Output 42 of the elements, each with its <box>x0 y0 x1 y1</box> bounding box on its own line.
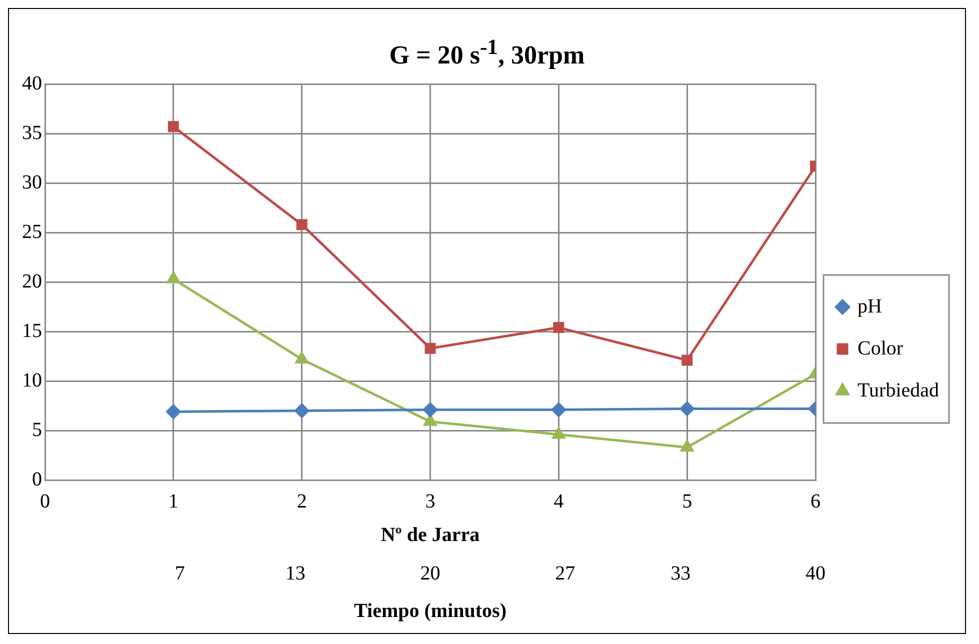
y-tick-label: 30 <box>22 171 42 194</box>
legend-label: Turbiedad <box>858 379 939 402</box>
point <box>166 404 181 419</box>
point <box>552 427 566 439</box>
x-tick-label: 1 <box>168 490 178 512</box>
point <box>680 401 694 416</box>
x-tick-label: 2 <box>296 490 307 512</box>
y-tick-label: 10 <box>22 369 42 392</box>
x-tick-label: 4 <box>554 490 564 512</box>
x2-tick-label: 27 <box>555 562 576 584</box>
legend-label: Color <box>858 337 904 360</box>
x-tick-label: 5 <box>682 490 692 512</box>
x2-tick-label: 40 <box>806 562 826 584</box>
y-tick-label: 15 <box>22 320 42 342</box>
point <box>680 440 694 452</box>
point <box>294 403 310 418</box>
point <box>424 414 437 426</box>
x-tick-label: 3 <box>425 490 436 512</box>
point <box>295 352 308 364</box>
x2-tick-label: 13 <box>285 562 306 584</box>
x-tick-label: 6 <box>810 490 821 512</box>
y-tick-label: 5 <box>32 418 42 441</box>
x2-axis-title: Tiempo (minutos) <box>354 600 506 622</box>
legend-label: pH <box>858 295 882 318</box>
x2-tick-label: 33 <box>670 562 691 584</box>
x2-tick-label: 7 <box>174 562 185 584</box>
point <box>553 322 564 334</box>
y-tick-label: 20 <box>22 270 42 292</box>
point <box>551 402 566 417</box>
point <box>424 342 436 354</box>
y-tick-label: 25 <box>22 220 42 243</box>
point <box>166 272 180 284</box>
point <box>296 219 308 230</box>
y-tick-label: 35 <box>22 122 42 144</box>
point <box>682 354 693 366</box>
y-tick-label: 0 <box>32 468 42 490</box>
chart-title: G = 20 s$^{-1}$, 30rpm <box>388 34 586 70</box>
point <box>423 402 438 417</box>
point <box>168 121 179 132</box>
x2-tick-label: 20 <box>420 562 440 584</box>
y-tick-label: 40 <box>22 72 42 94</box>
x-axis-title: Nº de Jarra <box>380 524 480 546</box>
